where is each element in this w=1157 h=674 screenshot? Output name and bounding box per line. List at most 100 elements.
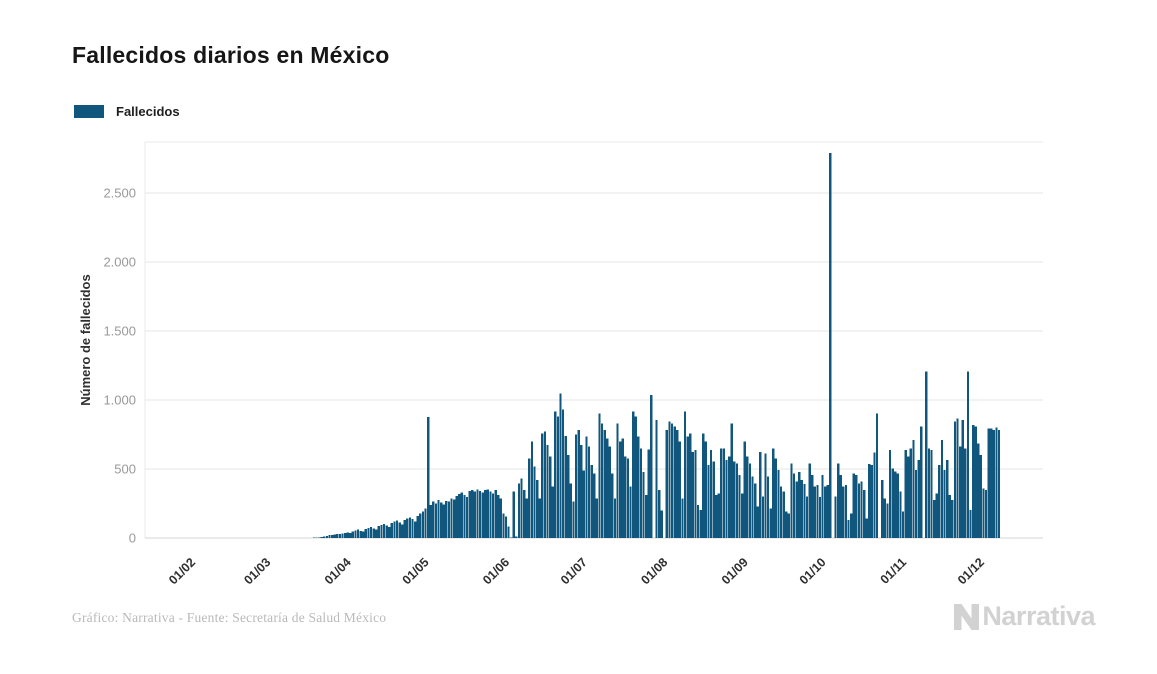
bar[interactable] (546, 444, 549, 538)
bar[interactable] (816, 485, 819, 538)
bar[interactable] (460, 492, 464, 538)
bar[interactable] (805, 496, 809, 538)
bar[interactable] (312, 537, 316, 538)
bar[interactable] (914, 469, 918, 538)
bar[interactable] (738, 475, 741, 538)
bar[interactable] (920, 426, 923, 538)
bar[interactable] (689, 433, 692, 538)
bar[interactable] (925, 371, 928, 538)
bar[interactable] (660, 510, 663, 538)
bar[interactable] (450, 498, 453, 538)
bar[interactable] (328, 535, 331, 538)
bar[interactable] (364, 528, 368, 538)
bar[interactable] (538, 498, 541, 538)
bar[interactable] (621, 438, 624, 538)
bar[interactable] (419, 513, 422, 538)
bar[interactable] (354, 530, 357, 538)
bar[interactable] (935, 493, 938, 538)
bar[interactable] (515, 536, 518, 538)
bar[interactable] (766, 476, 770, 538)
bar[interactable] (720, 448, 723, 538)
bar[interactable] (842, 486, 845, 538)
bar[interactable] (756, 506, 759, 538)
bar[interactable] (704, 441, 707, 538)
bar[interactable] (670, 423, 674, 538)
bar[interactable] (437, 500, 440, 538)
bar[interactable] (523, 489, 526, 538)
bar[interactable] (948, 494, 951, 538)
bar[interactable] (632, 411, 635, 538)
bar[interactable] (958, 446, 962, 538)
bar[interactable] (961, 420, 964, 538)
bar[interactable] (909, 448, 912, 538)
bar[interactable] (491, 493, 495, 538)
bar[interactable] (751, 476, 754, 538)
bar[interactable] (619, 441, 622, 538)
bar[interactable] (497, 494, 500, 538)
bar[interactable] (598, 413, 601, 538)
bar[interactable] (637, 436, 640, 538)
bar[interactable] (452, 499, 456, 538)
bar[interactable] (341, 533, 344, 538)
bar[interactable] (691, 451, 694, 538)
bar[interactable] (530, 441, 534, 538)
bar[interactable] (512, 491, 515, 538)
bar[interactable] (554, 411, 557, 538)
bar[interactable] (606, 438, 609, 538)
bar[interactable] (351, 531, 355, 538)
bar[interactable] (870, 465, 874, 538)
bar[interactable] (447, 501, 451, 538)
bar[interactable] (481, 492, 484, 538)
bar[interactable] (886, 503, 889, 538)
bar[interactable] (712, 461, 715, 538)
bar[interactable] (414, 521, 417, 538)
bar[interactable] (533, 466, 536, 538)
bar[interactable] (953, 421, 957, 538)
bar[interactable] (740, 493, 744, 538)
bar[interactable] (434, 503, 438, 538)
bar[interactable] (933, 500, 936, 538)
bar[interactable] (743, 441, 746, 538)
bar[interactable] (982, 488, 985, 538)
bar[interactable] (463, 494, 466, 538)
bar[interactable] (556, 416, 560, 538)
bar[interactable] (427, 416, 430, 538)
bar[interactable] (764, 453, 767, 538)
bar[interactable] (696, 505, 700, 538)
bar[interactable] (458, 494, 461, 538)
bar[interactable] (377, 526, 380, 538)
bar[interactable] (349, 533, 352, 538)
bar[interactable] (862, 489, 866, 538)
bar[interactable] (715, 494, 718, 538)
bar[interactable] (432, 501, 435, 538)
bar[interactable] (873, 452, 876, 538)
bar[interactable] (442, 504, 445, 538)
bar[interactable] (611, 473, 614, 538)
bar[interactable] (790, 463, 793, 538)
bar[interactable] (528, 458, 531, 538)
bar[interactable] (320, 536, 323, 538)
bar[interactable] (787, 513, 790, 538)
bar[interactable] (782, 491, 785, 538)
bar[interactable] (992, 430, 996, 538)
bar[interactable] (642, 471, 645, 538)
bar[interactable] (977, 443, 980, 538)
bar[interactable] (362, 531, 365, 538)
bar[interactable] (676, 430, 679, 538)
bar[interactable] (356, 529, 360, 538)
bar[interactable] (761, 496, 765, 538)
bar[interactable] (803, 484, 806, 538)
bar[interactable] (725, 460, 728, 538)
bar[interactable] (852, 473, 855, 538)
bar[interactable] (813, 486, 816, 538)
bar[interactable] (943, 469, 946, 538)
bar[interactable] (650, 395, 653, 538)
bar[interactable] (629, 486, 632, 538)
bar[interactable] (380, 525, 383, 538)
bar[interactable] (408, 517, 412, 538)
bar[interactable] (665, 430, 669, 538)
bar[interactable] (330, 534, 334, 538)
bar[interactable] (896, 473, 899, 538)
bar[interactable] (559, 393, 562, 538)
bar[interactable] (359, 530, 362, 538)
